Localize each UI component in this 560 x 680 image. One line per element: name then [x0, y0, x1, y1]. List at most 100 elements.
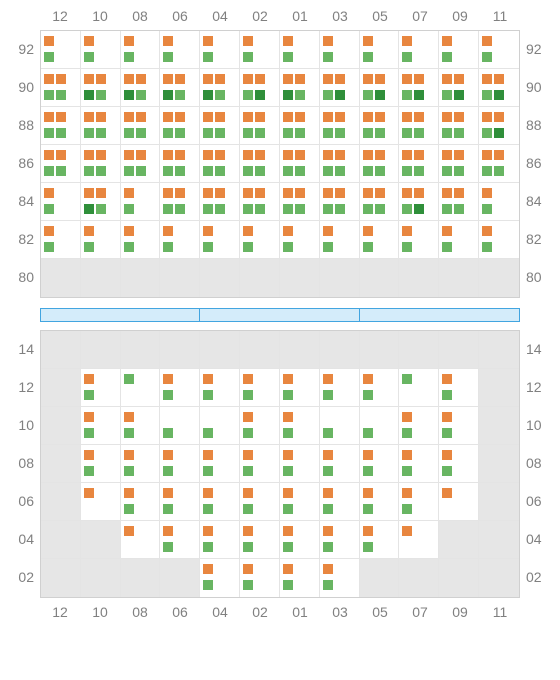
- seat-cell[interactable]: [479, 31, 519, 69]
- seat-cell[interactable]: [399, 31, 439, 69]
- seat-cell[interactable]: [360, 407, 400, 445]
- seat-cell[interactable]: [439, 31, 479, 69]
- seat-cell[interactable]: [320, 445, 360, 483]
- seat-cell[interactable]: [121, 183, 161, 221]
- seat-cell[interactable]: [360, 31, 400, 69]
- seat-cell[interactable]: [240, 145, 280, 183]
- seat-cell[interactable]: [360, 145, 400, 183]
- seat-cell[interactable]: [160, 521, 200, 559]
- seat-cell[interactable]: [160, 445, 200, 483]
- seat-cell[interactable]: [479, 69, 519, 107]
- seat-cell[interactable]: [320, 31, 360, 69]
- seat-cell[interactable]: [240, 407, 280, 445]
- seat-cell[interactable]: [479, 107, 519, 145]
- seat-cell[interactable]: [320, 221, 360, 259]
- seat-cell[interactable]: [399, 69, 439, 107]
- seat-cell[interactable]: [81, 183, 121, 221]
- seat-cell[interactable]: [320, 69, 360, 107]
- seat-cell[interactable]: [200, 369, 240, 407]
- seat-cell[interactable]: [121, 69, 161, 107]
- seat-cell[interactable]: [360, 183, 400, 221]
- seat-cell[interactable]: [240, 221, 280, 259]
- seat-cell[interactable]: [200, 31, 240, 69]
- seat-cell[interactable]: [399, 483, 439, 521]
- seat-cell[interactable]: [360, 107, 400, 145]
- seat-cell[interactable]: [320, 407, 360, 445]
- seat-cell[interactable]: [240, 107, 280, 145]
- seat-cell[interactable]: [200, 521, 240, 559]
- seat-cell[interactable]: [240, 559, 280, 597]
- seat-cell[interactable]: [280, 369, 320, 407]
- seat-cell[interactable]: [41, 183, 81, 221]
- seat-cell[interactable]: [439, 483, 479, 521]
- seat-cell[interactable]: [320, 559, 360, 597]
- seat-cell[interactable]: [121, 445, 161, 483]
- seat-cell[interactable]: [81, 407, 121, 445]
- seat-cell[interactable]: [200, 183, 240, 221]
- seat-cell[interactable]: [240, 31, 280, 69]
- seat-cell[interactable]: [81, 369, 121, 407]
- seat-cell[interactable]: [280, 445, 320, 483]
- seat-cell[interactable]: [41, 145, 81, 183]
- seat-cell[interactable]: [280, 31, 320, 69]
- seat-cell[interactable]: [160, 483, 200, 521]
- seat-cell[interactable]: [399, 183, 439, 221]
- seat-cell[interactable]: [240, 445, 280, 483]
- seat-cell[interactable]: [360, 221, 400, 259]
- seat-cell[interactable]: [399, 107, 439, 145]
- seat-cell[interactable]: [41, 221, 81, 259]
- seat-cell[interactable]: [320, 107, 360, 145]
- seat-cell[interactable]: [399, 407, 439, 445]
- seat-cell[interactable]: [439, 221, 479, 259]
- seat-cell[interactable]: [121, 31, 161, 69]
- seat-cell[interactable]: [81, 145, 121, 183]
- seat-cell[interactable]: [280, 559, 320, 597]
- seat-cell[interactable]: [160, 107, 200, 145]
- seat-cell[interactable]: [399, 221, 439, 259]
- seat-cell[interactable]: [479, 183, 519, 221]
- seat-cell[interactable]: [439, 69, 479, 107]
- seat-cell[interactable]: [439, 407, 479, 445]
- seat-cell[interactable]: [280, 521, 320, 559]
- seat-cell[interactable]: [121, 369, 161, 407]
- seat-cell[interactable]: [160, 69, 200, 107]
- seat-cell[interactable]: [360, 445, 400, 483]
- seat-cell[interactable]: [240, 69, 280, 107]
- seat-cell[interactable]: [320, 183, 360, 221]
- seat-cell[interactable]: [280, 145, 320, 183]
- seat-cell[interactable]: [360, 521, 400, 559]
- seat-cell[interactable]: [81, 483, 121, 521]
- seat-cell[interactable]: [121, 407, 161, 445]
- seat-cell[interactable]: [160, 369, 200, 407]
- seat-cell[interactable]: [240, 183, 280, 221]
- seat-cell[interactable]: [200, 559, 240, 597]
- seat-cell[interactable]: [200, 145, 240, 183]
- seat-cell[interactable]: [280, 107, 320, 145]
- seat-cell[interactable]: [81, 31, 121, 69]
- seat-cell[interactable]: [320, 521, 360, 559]
- seat-cell[interactable]: [200, 445, 240, 483]
- seat-cell[interactable]: [81, 221, 121, 259]
- seat-cell[interactable]: [280, 407, 320, 445]
- seat-cell[interactable]: [200, 407, 240, 445]
- seat-cell[interactable]: [320, 145, 360, 183]
- seat-cell[interactable]: [81, 107, 121, 145]
- seat-cell[interactable]: [121, 483, 161, 521]
- seat-cell[interactable]: [280, 221, 320, 259]
- seat-cell[interactable]: [160, 221, 200, 259]
- seat-cell[interactable]: [160, 183, 200, 221]
- seat-cell[interactable]: [81, 445, 121, 483]
- seat-cell[interactable]: [439, 145, 479, 183]
- seat-cell[interactable]: [121, 107, 161, 145]
- seat-cell[interactable]: [200, 483, 240, 521]
- seat-cell[interactable]: [280, 69, 320, 107]
- seat-cell[interactable]: [121, 221, 161, 259]
- seat-cell[interactable]: [399, 521, 439, 559]
- seat-cell[interactable]: [399, 445, 439, 483]
- seat-cell[interactable]: [360, 369, 400, 407]
- seat-cell[interactable]: [399, 369, 439, 407]
- seat-cell[interactable]: [280, 483, 320, 521]
- seat-cell[interactable]: [121, 145, 161, 183]
- seat-cell[interactable]: [160, 31, 200, 69]
- seat-cell[interactable]: [360, 483, 400, 521]
